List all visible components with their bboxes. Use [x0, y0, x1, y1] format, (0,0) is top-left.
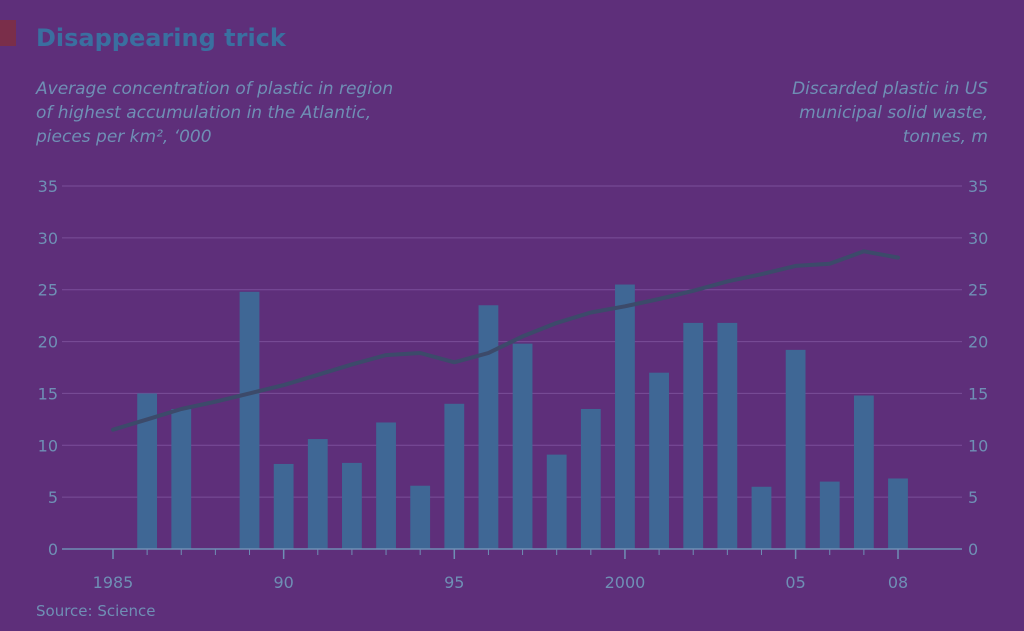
right-axis-subtitle-line-3: tonnes, m	[903, 127, 988, 147]
bar	[307, 439, 328, 549]
y-tick-right: 35	[968, 177, 988, 196]
y-tick-left: 0	[48, 540, 58, 559]
left-axis-subtitle-line-3: pieces per km², ‘000	[35, 127, 212, 147]
y-tick-right: 30	[968, 229, 988, 248]
bar	[137, 393, 158, 549]
y-tick-right: 10	[968, 436, 988, 455]
bar	[171, 408, 192, 549]
y-tick-left: 25	[38, 281, 58, 300]
y-tick-left: 20	[38, 333, 58, 352]
left-axis-subtitle-line-1: Average concentration of plastic in regi…	[35, 79, 393, 99]
x-tick-label: 1985	[93, 573, 134, 592]
bar	[239, 291, 260, 549]
bar	[376, 422, 396, 549]
source-note: Source: Science	[36, 602, 156, 620]
x-tick-label: 08	[888, 573, 908, 592]
chart-title: Disappearing trick	[36, 24, 287, 52]
y-tick-left: 15	[38, 384, 58, 403]
bar	[512, 343, 533, 549]
x-tick-label: 90	[273, 573, 293, 592]
bar	[683, 322, 704, 549]
bar	[853, 395, 874, 549]
bar	[580, 408, 601, 549]
bar	[615, 284, 635, 549]
bar	[478, 305, 499, 549]
y-tick-right: 15	[968, 384, 988, 403]
bar	[785, 349, 806, 549]
bar	[410, 485, 431, 549]
x-tick-label: 05	[785, 573, 805, 592]
bar	[273, 463, 294, 549]
bar	[649, 372, 669, 549]
bar	[717, 322, 738, 549]
left-axis-subtitle-line-2: of highest accumulation in the Atlantic,	[36, 103, 371, 123]
line-series	[111, 249, 900, 432]
y-tick-left: 10	[38, 436, 58, 455]
y-tick-left: 35	[38, 177, 58, 196]
x-tick-label: 95	[444, 573, 464, 592]
grid-lines	[62, 185, 962, 498]
bar	[888, 478, 908, 549]
bar	[546, 454, 567, 549]
right-axis-subtitle-line-1: Discarded plastic in US	[792, 79, 988, 99]
bar	[342, 462, 362, 549]
y-tick-left: 30	[38, 229, 58, 248]
y-tick-right: 20	[968, 333, 988, 352]
y-tick-right: 0	[968, 540, 978, 559]
y-tick-right: 5	[968, 488, 978, 507]
accent-tag	[0, 20, 16, 46]
y-tick-left: 5	[48, 488, 58, 507]
x-tick-label: 2000	[605, 573, 646, 592]
y-tick-right: 25	[968, 281, 988, 300]
bar	[819, 481, 840, 549]
line-path	[111, 249, 900, 432]
bar-series	[137, 284, 908, 549]
right-axis-subtitle-line-2: municipal solid waste,	[799, 103, 988, 123]
bar	[751, 486, 772, 549]
bar	[444, 403, 465, 549]
